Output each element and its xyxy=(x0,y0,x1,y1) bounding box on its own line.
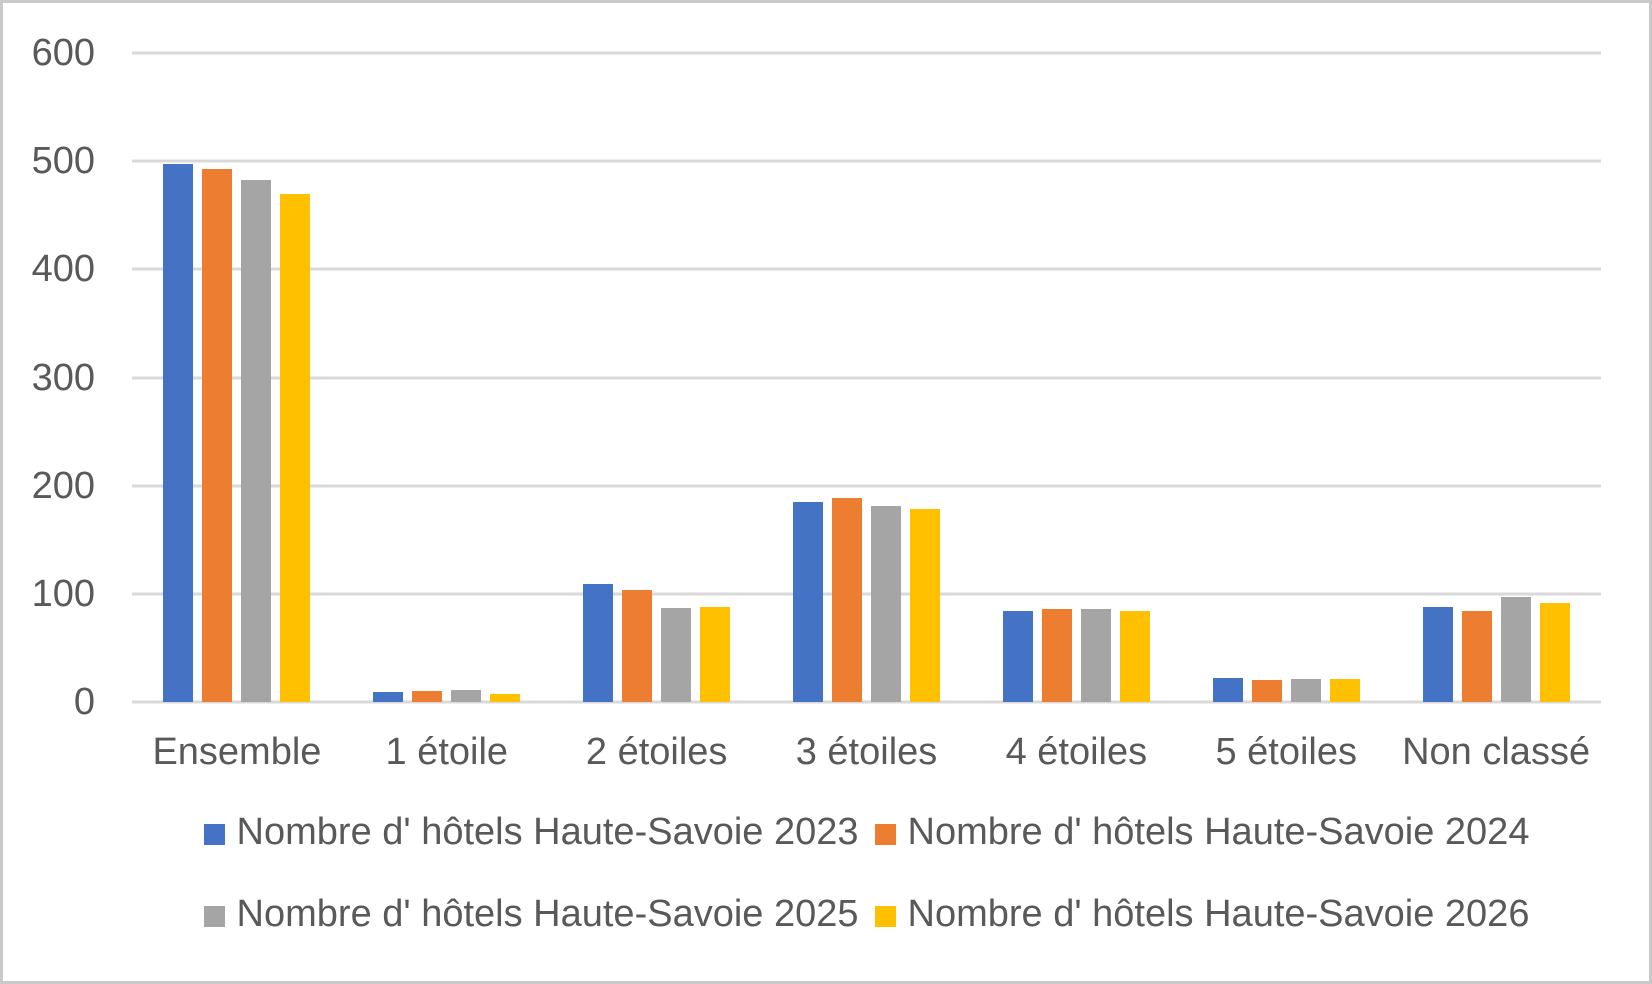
gridline xyxy=(132,159,1601,163)
bar xyxy=(1461,611,1492,702)
y-axis-label: 200 xyxy=(31,464,95,507)
bar xyxy=(451,690,482,702)
bar xyxy=(583,584,614,702)
bar xyxy=(163,164,194,702)
legend-swatch-icon xyxy=(874,905,896,927)
bar xyxy=(1500,597,1531,702)
y-axis-label: 0 xyxy=(73,681,95,723)
bar xyxy=(622,589,653,702)
bar xyxy=(1422,606,1453,702)
bar xyxy=(1080,608,1111,702)
bar xyxy=(870,506,901,702)
bar xyxy=(792,501,823,702)
legend-row: Nombre d' hôtels Haute-Savoie 2023 Nombre… xyxy=(132,809,1601,855)
legend-label: Nombre d' hôtels Haute-Savoie 2023 xyxy=(236,811,859,853)
bar xyxy=(1119,611,1150,702)
legend-label: Nombre d' hôtels Haute-Savoie 2026 xyxy=(907,893,1530,935)
legend-row: Nombre d' hôtels Haute-Savoie 2025 Nombre… xyxy=(132,891,1601,937)
bar xyxy=(909,509,940,702)
gridline xyxy=(132,267,1601,271)
y-axis: 0 100 200 300 400 500 600 xyxy=(3,34,99,721)
bar-group xyxy=(552,53,762,702)
x-axis-label: Ensemble xyxy=(152,731,322,773)
gridline xyxy=(132,592,1601,596)
plot-area xyxy=(132,51,1601,704)
legend-item: Nombre d' hôtels Haute-Savoie 2025 xyxy=(203,891,859,937)
x-axis-label: 2 étoiles xyxy=(585,731,728,773)
gridline xyxy=(132,484,1601,488)
bar xyxy=(1329,679,1360,702)
bar-group xyxy=(342,53,552,702)
x-axis-label: 1 étoile xyxy=(385,731,509,773)
bar-group xyxy=(1181,53,1391,702)
bar xyxy=(1212,678,1243,702)
legend-label: Nombre d' hôtels Haute-Savoie 2025 xyxy=(236,893,859,935)
bar-group xyxy=(971,53,1181,702)
legend-item: Nombre d' hôtels Haute-Savoie 2024 xyxy=(874,809,1530,855)
gridline xyxy=(132,51,1601,55)
bar xyxy=(1002,611,1033,702)
bar xyxy=(490,694,521,702)
bar xyxy=(1539,602,1570,702)
y-axis-label: 500 xyxy=(31,140,95,183)
gridline xyxy=(132,376,1601,379)
legend-item: Nombre d' hôtels Haute-Savoie 2026 xyxy=(874,891,1530,937)
bar xyxy=(700,606,731,702)
legend-swatch-icon xyxy=(874,823,896,845)
gridline xyxy=(132,700,1601,704)
bar xyxy=(412,691,443,702)
bar xyxy=(1290,679,1321,702)
x-axis-label: Non classé xyxy=(1402,731,1591,773)
bar xyxy=(1041,608,1072,702)
bar xyxy=(202,168,233,702)
bar xyxy=(831,497,862,702)
bar xyxy=(280,193,311,702)
x-axis-label: 4 étoiles xyxy=(1005,731,1148,773)
bar-group xyxy=(1391,53,1601,702)
x-axis-label: 5 étoiles xyxy=(1215,731,1357,773)
bar-group xyxy=(762,53,972,702)
y-axis-label: 300 xyxy=(31,356,95,399)
x-axis-label: 3 étoiles xyxy=(795,731,938,773)
legend-swatch-icon xyxy=(203,823,225,845)
y-axis-label: 100 xyxy=(31,572,95,615)
y-axis-label: 600 xyxy=(31,32,95,74)
bar xyxy=(241,179,272,702)
bar xyxy=(661,607,692,702)
y-axis-label: 400 xyxy=(31,248,95,291)
legend-item: Nombre d' hôtels Haute-Savoie 2023 xyxy=(203,809,859,855)
bar xyxy=(1251,680,1282,702)
legend-swatch-icon xyxy=(203,905,225,927)
bar xyxy=(373,692,404,702)
bar-group xyxy=(132,53,342,702)
legend: Nombre d' hôtels Haute-Savoie 2023 Nombre… xyxy=(132,809,1601,973)
legend-label: Nombre d' hôtels Haute-Savoie 2024 xyxy=(907,811,1530,853)
x-axis: Ensemble 1 étoile 2 étoiles 3 étoiles 4 étoi… xyxy=(132,730,1601,774)
